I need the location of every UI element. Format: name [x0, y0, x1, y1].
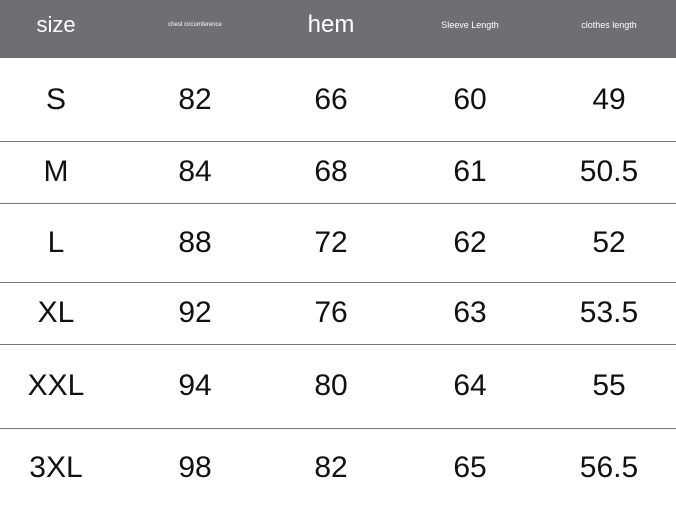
measurement-cell: 64	[453, 369, 487, 402]
header-cell: hem	[307, 11, 355, 38]
measurement-cell: 61	[453, 155, 487, 188]
measurement-cell: 49	[592, 82, 626, 116]
measurement-cell: 82	[314, 450, 348, 484]
measurement-cell: 65	[453, 450, 487, 484]
size-label: XXL	[27, 369, 85, 402]
measurement-cell: 63	[453, 296, 487, 329]
measurement-cell: 72	[314, 225, 348, 259]
measurement-cell: 68	[314, 155, 348, 188]
size-label: 3XL	[29, 450, 83, 484]
measurement-cell: 52	[592, 225, 626, 259]
table-header	[0, 0, 676, 58]
row-divider	[0, 282, 676, 283]
size-label: L	[47, 225, 65, 259]
measurement-cell: 82	[178, 82, 212, 116]
size-label: S	[45, 82, 67, 116]
header-cell: size	[36, 12, 76, 37]
measurement-cell: 98	[178, 450, 212, 484]
header-cell: chest circumference	[168, 22, 222, 28]
measurement-cell: 62	[453, 225, 487, 259]
measurement-cell: 66	[314, 82, 348, 116]
measurement-cell: 56.5	[579, 450, 639, 484]
measurement-cell: 76	[314, 296, 348, 329]
measurement-cell: 94	[178, 369, 212, 402]
row-divider	[0, 203, 676, 204]
header-cell: Sleeve Length	[441, 20, 499, 30]
row-divider	[0, 344, 676, 345]
measurement-cell: 55	[592, 369, 626, 402]
measurement-cell: 88	[178, 225, 212, 259]
measurement-cell: 92	[178, 296, 212, 329]
measurement-cell: 84	[178, 155, 212, 188]
size-label: XL	[37, 296, 75, 329]
header-cell: clothes length	[581, 20, 637, 30]
measurement-cell: 53.5	[579, 296, 639, 329]
measurement-cell: 50.5	[579, 155, 639, 188]
size-label: M	[43, 155, 69, 188]
measurement-cell: 80	[314, 369, 348, 402]
row-divider	[0, 141, 676, 142]
measurement-cell: 60	[453, 82, 487, 116]
row-divider	[0, 428, 676, 429]
